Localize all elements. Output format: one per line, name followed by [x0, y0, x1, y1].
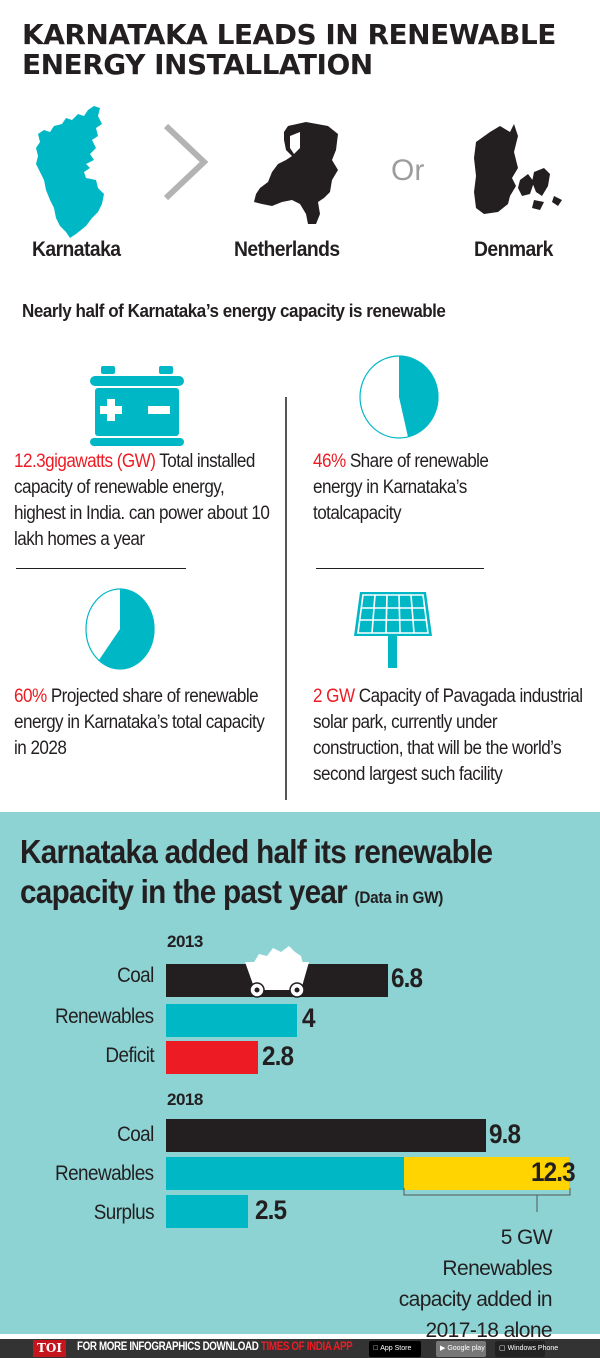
- year-2013: 2013: [167, 932, 203, 951]
- annotation-bracket: [403, 1188, 571, 1212]
- horizontal-divider-right: [316, 568, 484, 569]
- title-line-1: KARNATAKA LEADS IN RENEWABLE: [22, 18, 556, 51]
- bar-surplus-2018: [166, 1195, 248, 1228]
- annotation-line-1: 5 GW: [500, 1226, 553, 1249]
- subheading: Nearly half of Karnataka’s energy capaci…: [22, 300, 446, 321]
- bar-deficit-2013: [166, 1041, 258, 1074]
- stat-renewable-share: 46% Share of renewable energy in Karnata…: [313, 449, 511, 527]
- bar-value-coal-2013: 6.8: [391, 963, 423, 993]
- apple-icon: : [373, 1345, 378, 1352]
- windows-icon: ▢: [499, 1345, 506, 1352]
- stat-text: Total installed capacity of renewable en…: [14, 451, 270, 550]
- footer-promo-text: FOR MORE INFOGRAPHICS DOWNLOAD TIMES OF …: [77, 1341, 353, 1353]
- windows-phone-badge[interactable]: ▢ Windows Phone: [495, 1341, 558, 1357]
- stat-projected-share: 60% Projected share of renewable energy …: [14, 684, 275, 762]
- bar-value-surplus-2018: 2.5: [255, 1195, 287, 1225]
- annotation-line-4: 2017-18 alone: [425, 1319, 553, 1342]
- row-label-deficit-2013: Deficit: [105, 1044, 154, 1067]
- map-label-karnataka: Karnataka: [32, 238, 121, 261]
- solar-panel-icon: [354, 592, 432, 668]
- horizontal-divider-left: [16, 568, 186, 569]
- map-label-denmark: Denmark: [474, 238, 553, 261]
- google-play-label: Google play: [447, 1345, 485, 1352]
- footer-text-prefix: FOR MORE INFOGRAPHICS DOWNLOAD: [77, 1341, 261, 1353]
- bar-value-renewables-2018: 12.3: [531, 1157, 576, 1187]
- or-text: Or: [391, 154, 425, 187]
- karnataka-map-icon: [36, 106, 104, 238]
- stat-highlight: 46%: [313, 451, 346, 472]
- stat-installed-capacity: 12.3gigawatts (GW) Total installed capac…: [14, 449, 275, 553]
- app-store-label: App Store: [373, 1345, 411, 1352]
- stat-pavagada-park: 2 GW Capacity of Pavagada industrial sol…: [313, 684, 588, 788]
- play-icon: ▶: [440, 1345, 446, 1352]
- coal-cart-icon: [245, 946, 309, 998]
- bar-coal-2018: [166, 1119, 486, 1152]
- bar-value-renewables-2013: 4: [302, 1003, 316, 1033]
- toi-logo[interactable]: TOI: [33, 1340, 66, 1357]
- battery-icon: [90, 366, 184, 446]
- chart-section: Karnataka added half its renewable capac…: [0, 812, 600, 1342]
- bar-renewables-existing-2018: [166, 1157, 404, 1190]
- denmark-map-icon: [474, 124, 562, 214]
- row-label-renewables-2013: Renewables: [55, 1005, 154, 1028]
- stat-text: Share of renewable energy in Karnataka’s…: [313, 451, 489, 524]
- map-label-netherlands: Netherlands: [234, 238, 340, 261]
- annotation-line-2: Renewables: [442, 1257, 552, 1280]
- chart-unit: (Data in GW): [354, 888, 444, 907]
- chart-title-line-1: Karnataka added half its renewable: [20, 833, 493, 870]
- row-label-renewables-2018: Renewables: [55, 1162, 154, 1185]
- bar-value-deficit-2013: 2.8: [262, 1041, 294, 1071]
- pie-46-icon: [359, 355, 439, 439]
- chart-title-line-2: capacity in the past year: [20, 873, 348, 910]
- netherlands-map-icon: [254, 122, 338, 224]
- annotation-text: 5 GW Renewables capacity added in 2017-1…: [398, 1222, 553, 1346]
- windows-phone-label: Windows Phone: [507, 1345, 559, 1352]
- app-store-badge[interactable]:  App Store: [369, 1341, 421, 1357]
- bar-renewables-added-2018: [404, 1157, 569, 1190]
- annotation-line-3: capacity added in: [398, 1288, 553, 1311]
- chart-title: Karnataka added half its renewable capac…: [20, 832, 596, 918]
- page-title: KARNATAKA LEADS IN RENEWABLE ENERGY INST…: [22, 20, 592, 80]
- google-play-badge[interactable]: ▶ Google play: [436, 1341, 486, 1357]
- stat-text: Capacity of Pavagada industrial solar pa…: [313, 686, 583, 785]
- bar-value-coal-2018: 9.8: [489, 1119, 521, 1149]
- pie-60-icon: [85, 588, 155, 670]
- title-line-2: ENERGY INSTALLATION: [22, 48, 373, 81]
- footer-brand-link[interactable]: TIMES OF INDIA APP: [260, 1341, 353, 1353]
- year-2018: 2018: [167, 1090, 203, 1109]
- stat-text: Projected share of renewable energy in K…: [14, 686, 265, 759]
- stat-highlight: 2 GW: [313, 686, 355, 707]
- bar-renewables-2013: [166, 1004, 297, 1037]
- row-label-surplus-2018: Surplus: [93, 1201, 155, 1224]
- stat-highlight: 60%: [14, 686, 47, 707]
- row-label-coal-2018: Coal: [117, 1123, 154, 1146]
- chevron-right-icon: [163, 123, 209, 201]
- row-label-coal-2013: Coal: [117, 964, 154, 987]
- vertical-divider: [285, 397, 287, 800]
- stat-highlight: 12.3gigawatts (GW): [14, 451, 156, 472]
- footer-bar: TOI FOR MORE INFOGRAPHICS DOWNLOAD TIMES…: [0, 1339, 600, 1358]
